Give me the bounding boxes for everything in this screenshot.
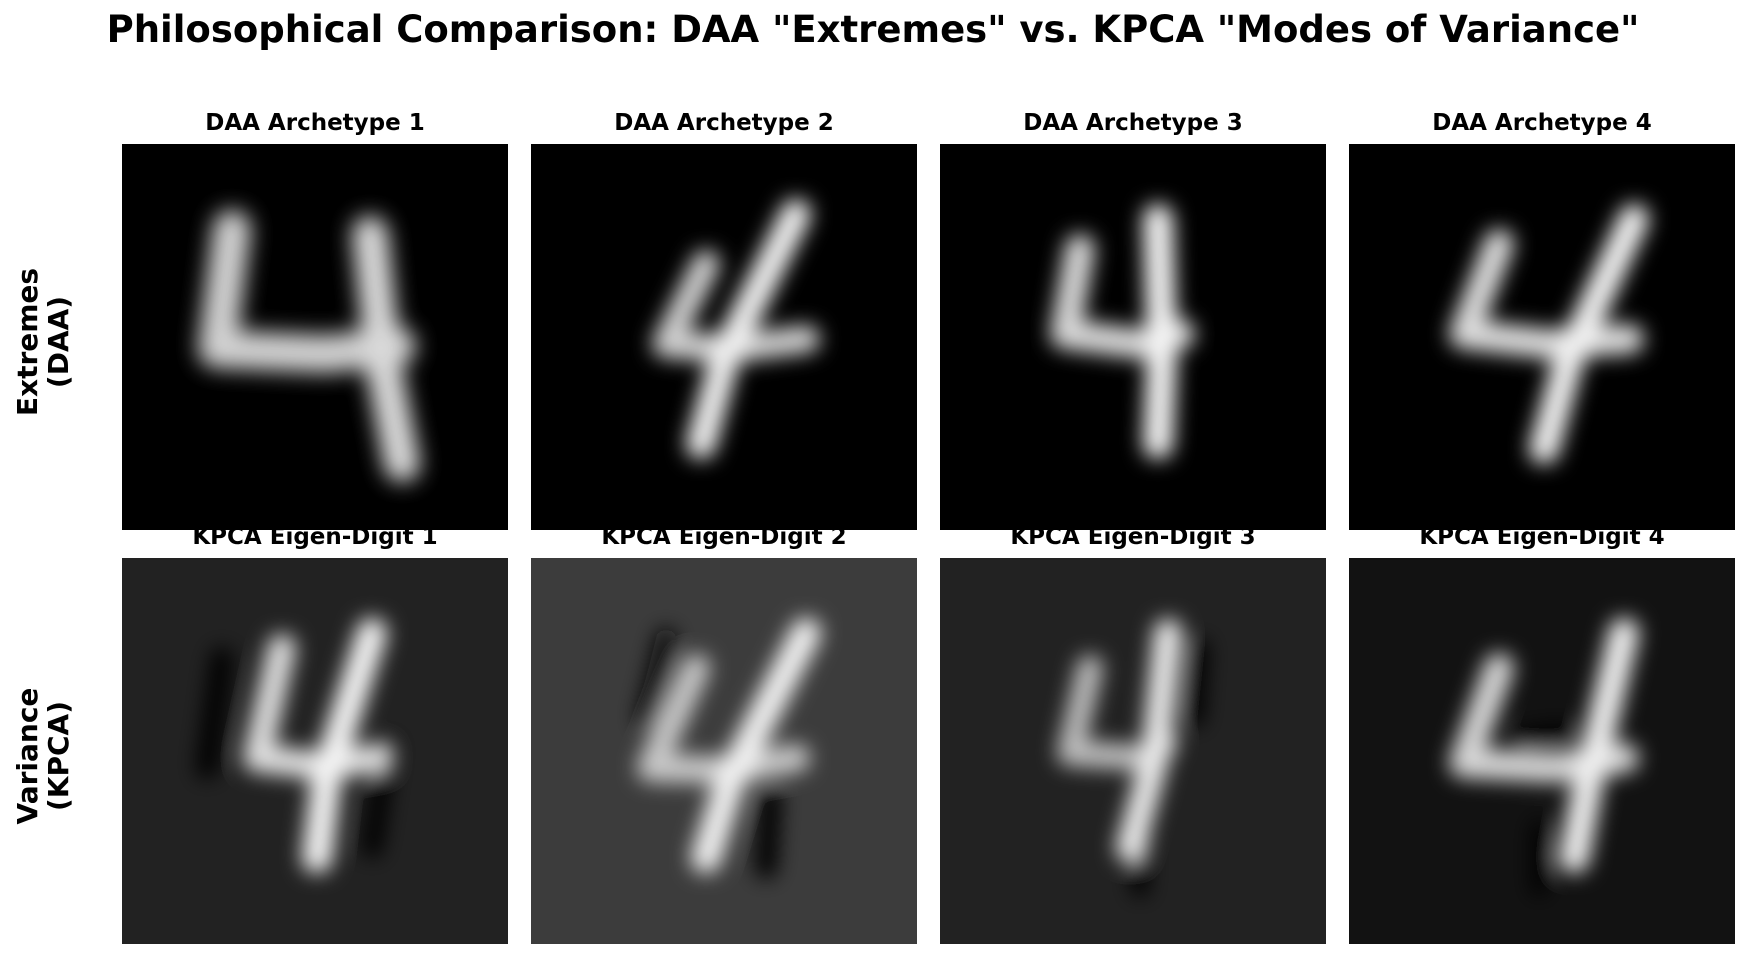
- daa-archetype-1-image: [122, 144, 508, 530]
- row-label-variance: Variance (KPCA): [11, 687, 75, 825]
- kpca-eigen-digit-2-image: [531, 558, 917, 944]
- panel-title-daa-3: DAA Archetype 3: [1023, 110, 1243, 136]
- panel-title-kpca-1: KPCA Eigen-Digit 1: [192, 524, 438, 550]
- daa-archetype-4-image: [1349, 144, 1735, 530]
- panel-title-kpca-4: KPCA Eigen-Digit 4: [1419, 524, 1665, 550]
- daa-archetype-3-image: [940, 144, 1326, 530]
- daa-archetype-2-image: [531, 144, 917, 530]
- row-label-extremes: Extremes (DAA): [11, 267, 75, 417]
- panel-title-daa-2: DAA Archetype 2: [614, 110, 834, 136]
- kpca-eigen-digit-3-image: [940, 558, 1326, 944]
- panel-title-kpca-3: KPCA Eigen-Digit 3: [1010, 524, 1256, 550]
- kpca-eigen-digit-1-image: [122, 558, 508, 944]
- figure-title: Philosophical Comparison: DAA "Extremes"…: [106, 8, 1640, 51]
- panel-title-kpca-2: KPCA Eigen-Digit 2: [601, 524, 847, 550]
- kpca-eigen-digit-4-image: [1349, 558, 1735, 944]
- panel-title-daa-4: DAA Archetype 4: [1432, 110, 1652, 136]
- panel-title-daa-1: DAA Archetype 1: [205, 110, 425, 136]
